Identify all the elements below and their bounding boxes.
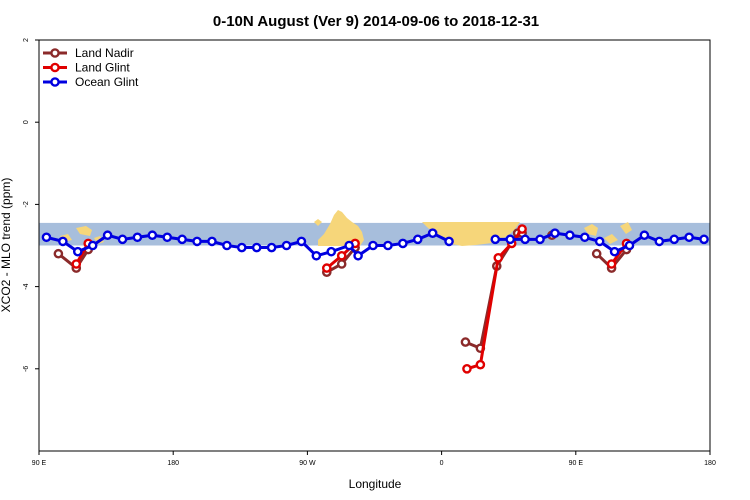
data-point [550, 228, 560, 238]
plot-border [38, 39, 711, 452]
data-point [594, 236, 605, 247]
data-point [591, 248, 602, 259]
data-point [162, 232, 173, 243]
data-point [311, 250, 322, 261]
series-ocean-glint [41, 228, 709, 261]
data-point [493, 253, 504, 263]
series-line [46, 231, 450, 258]
data-point [71, 259, 82, 269]
data-point [565, 230, 575, 241]
series-line [466, 228, 524, 371]
y-tick-label: -2 [23, 201, 30, 207]
data-point [368, 240, 378, 251]
data-point [117, 234, 128, 245]
data-point [236, 242, 247, 253]
data-point [475, 359, 486, 370]
x-axis-label: Longitude [349, 477, 402, 491]
data-point [606, 259, 617, 269]
data-point [192, 236, 202, 247]
data-point [398, 238, 408, 249]
data-point [266, 242, 277, 253]
x-tick-label: 90 W [299, 460, 316, 467]
data-point [296, 236, 307, 247]
data-point [102, 230, 113, 241]
y-tick-label: -6 [23, 366, 30, 372]
data-point [699, 234, 709, 245]
data-point [353, 250, 363, 261]
data-point [336, 250, 347, 261]
data-point [654, 236, 665, 247]
data-point [462, 363, 472, 374]
data-point [207, 236, 217, 247]
data-point [684, 232, 694, 243]
legend-entry-label: Land Nadir [75, 46, 134, 60]
y-tick-label: -4 [23, 283, 30, 289]
data-point [321, 263, 332, 273]
data-point [147, 230, 158, 241]
land-southeast-asia-east [584, 222, 632, 244]
data-point [87, 240, 98, 251]
data-point [517, 224, 527, 234]
data-point [53, 248, 64, 259]
land-south-america [318, 210, 364, 246]
data-point [520, 234, 530, 245]
plot-frame [38, 39, 711, 452]
x-tick-label: 90 E [569, 460, 584, 467]
data-point [490, 234, 501, 245]
data-point [281, 240, 292, 251]
x-tick-label: 180 [167, 460, 179, 467]
y-tick-label: 0 [23, 120, 30, 124]
land-central-america [314, 219, 322, 226]
legend-swatch-marker [50, 77, 60, 87]
y-axis: 2 0 -2 -4 -6 [23, 38, 39, 372]
x-tick-label: 180 [704, 460, 716, 467]
legend-entry-label: Land Glint [75, 61, 130, 75]
y-axis-label: XCO2 - MLO trend (ppm) [0, 178, 13, 313]
legend-swatch-marker [50, 48, 60, 58]
x-tick-label: 90 E [32, 460, 47, 467]
y-tick-label: 2 [23, 38, 30, 42]
data-point [251, 242, 262, 253]
data-point [344, 240, 354, 251]
x-axis: 90 E 180 90 W 0 90 E 180 [32, 451, 716, 467]
data-point [460, 337, 471, 347]
data-point [535, 234, 545, 245]
data-point [383, 240, 393, 251]
data-point [579, 232, 590, 243]
data-point [444, 236, 454, 247]
data-point [58, 236, 68, 247]
data-point [669, 234, 680, 245]
data-point [41, 232, 52, 243]
data-point [72, 246, 83, 257]
series-layer [41, 224, 709, 374]
x-tick-label: 0 [440, 460, 444, 467]
data-point [336, 259, 347, 269]
legend-entry-label: Ocean Glint [75, 75, 139, 89]
data-point [427, 228, 438, 238]
data-point [639, 230, 650, 241]
land-southeast-asia-west [60, 226, 104, 244]
data-point [177, 234, 187, 245]
data-point [326, 246, 337, 257]
data-point [412, 234, 423, 245]
legend-swatch-marker [50, 62, 60, 73]
data-point [609, 246, 620, 257]
data-point [505, 234, 515, 245]
data-point [132, 232, 143, 243]
data-point [624, 240, 635, 251]
chart-title: 0-10N August (Ver 9) 2014-09-06 to 2018-… [213, 13, 539, 30]
data-point [222, 240, 232, 251]
